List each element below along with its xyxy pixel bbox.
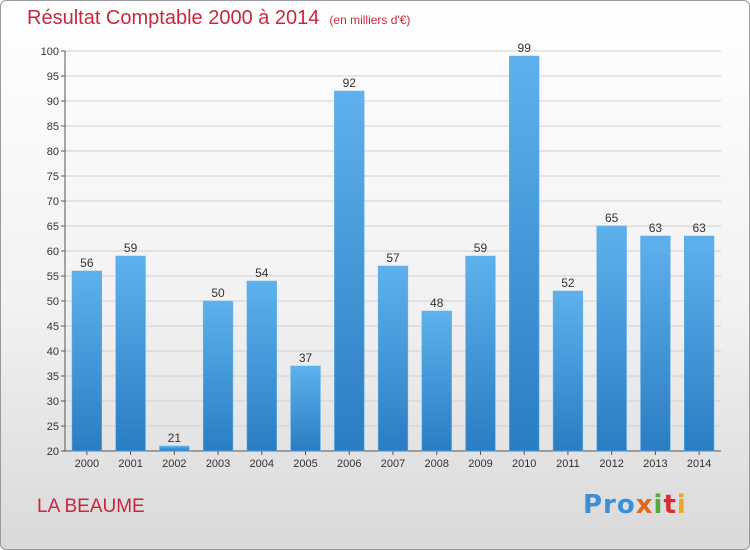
data-label-2003: 50 (211, 286, 225, 300)
y-tick-label: 40 (47, 346, 59, 358)
x-tick-label-2007: 2007 (381, 458, 405, 470)
bars (71, 55, 715, 452)
bar-2001 (115, 255, 146, 452)
bar-2014 (684, 235, 715, 452)
bar-2010 (509, 55, 540, 452)
y-tick-label: 55 (47, 271, 59, 283)
x-tick-label-2011: 2011 (556, 458, 580, 470)
bar-2000 (71, 270, 102, 452)
data-label-2006: 92 (343, 76, 357, 90)
y-tick-label: 90 (47, 96, 59, 108)
y-tick-label: 50 (47, 296, 59, 308)
bar-2011 (552, 290, 584, 452)
data-label-2009: 59 (474, 241, 488, 255)
x-tick-label-2006: 2006 (337, 458, 361, 470)
y-tick-label: 65 (47, 221, 59, 233)
y-tick-label: 25 (47, 421, 59, 433)
x-tick-label-2003: 2003 (206, 458, 230, 470)
x-tick-label-2010: 2010 (512, 458, 536, 470)
y-tick-label: 20 (47, 446, 59, 458)
chart-title: Résultat Comptable 2000 à 2014 (en millie… (27, 7, 410, 30)
data-label-2005: 37 (299, 351, 313, 365)
data-labels: 56 59 21 50 54 37 92 57 48 59 99 52 65 63 63 (80, 41, 706, 445)
x-tick-label-2012: 2012 (599, 458, 623, 470)
x-tick-label-2004: 2004 (250, 458, 274, 470)
bar-2004 (246, 280, 277, 452)
y-tick-label: 95 (47, 71, 59, 83)
bar-2008 (421, 310, 452, 452)
x-tick-labels: 2000 2001 2002 2003 2004 2005 2006 2007 2008 2009… (75, 458, 712, 470)
bar-2007 (377, 265, 409, 452)
x-tick-label-2001: 2001 (118, 458, 142, 470)
x-tick-label-2002: 2002 (162, 458, 186, 470)
data-label-2012: 65 (605, 211, 619, 225)
data-label-2000: 56 (80, 256, 94, 270)
data-label-2011: 52 (561, 276, 575, 290)
bar-2006 (334, 90, 365, 452)
data-label-2008: 48 (430, 296, 444, 310)
y-tick-label: 30 (47, 396, 59, 408)
bar-2012 (596, 225, 627, 452)
x-tick-label-2000: 2000 (75, 458, 99, 470)
data-label-2001: 59 (124, 241, 138, 255)
y-tick-labels: 20 25 30 35 40 45 50 55 60 65 70 75 80 85 90 95 100 (41, 46, 59, 458)
data-label-2010: 99 (518, 41, 532, 55)
y-tick-label: 100 (41, 46, 59, 58)
data-label-2007: 57 (386, 251, 400, 265)
y-tick-label: 35 (47, 371, 59, 383)
chart-title-text: Résultat Comptable 2000 à 2014 (27, 7, 320, 29)
y-tick-label: 70 (47, 196, 59, 208)
data-label-2004: 54 (255, 266, 269, 280)
x-tick-label-2013: 2013 (643, 458, 667, 470)
y-tick-label: 60 (47, 246, 59, 258)
bar-2002 (159, 445, 190, 452)
x-tick-label-2005: 2005 (293, 458, 317, 470)
x-tick-label-2008: 2008 (424, 458, 448, 470)
data-label-2013: 63 (649, 221, 663, 235)
data-label-2014: 63 (692, 221, 706, 235)
y-tick-label: 85 (47, 121, 59, 133)
bar-2009 (465, 255, 496, 452)
bar-2003 (202, 300, 234, 452)
bar-2005 (290, 365, 321, 452)
data-label-2002: 21 (168, 431, 182, 445)
x-tick-label-2009: 2009 (468, 458, 492, 470)
bar-2013 (640, 235, 671, 452)
place-name: LA BEAUME (37, 496, 145, 517)
proxiti-logo: Proxiti (583, 490, 687, 520)
y-tick-label: 75 (47, 171, 59, 183)
y-tick-label: 80 (47, 146, 59, 158)
y-tick-label: 45 (47, 321, 59, 333)
x-tick-label-2014: 2014 (687, 458, 711, 470)
chart-subtitle: (en milliers d'€) (329, 13, 411, 27)
